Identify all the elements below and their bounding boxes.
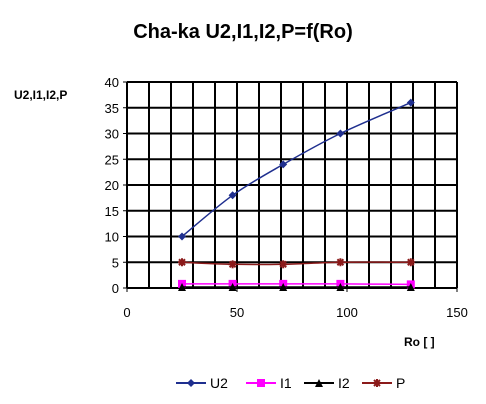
series-u2-point — [279, 160, 288, 169]
series-i1-line — [181, 283, 411, 286]
marker-stroke — [178, 258, 186, 266]
marker-stroke — [373, 379, 381, 387]
x-tick-label: 100 — [336, 305, 358, 320]
legend-i2-marker — [315, 379, 323, 387]
y-tick-label: 10 — [105, 230, 119, 245]
series-u2-line — [181, 101, 412, 238]
series-i2-point — [178, 282, 186, 291]
x-tick-label: 150 — [446, 305, 468, 320]
y-tick-label: 35 — [105, 101, 119, 116]
legend-item-i1: I1 — [246, 375, 292, 391]
marker-stroke — [336, 258, 345, 266]
series-u2 — [178, 98, 415, 241]
x-tick-label: 50 — [230, 305, 244, 320]
legend-i1-label: I1 — [280, 375, 292, 391]
marker-stroke — [228, 260, 237, 269]
y-axis-title: U2,I1,I2,P — [14, 88, 67, 102]
tick-labels: 0 5 10 15 20 25 30 35 40 0 50 100 150 — [105, 75, 468, 320]
x-tick-label: 0 — [123, 305, 130, 320]
series-p-point — [279, 260, 288, 269]
series-p-point — [228, 260, 237, 269]
series-i2-point — [228, 282, 237, 291]
chart-title: Cha-ka U2,I1,I2,P=f(Ro) — [133, 21, 353, 43]
grid — [126, 81, 458, 289]
legend-u2-label: U2 — [210, 375, 228, 391]
y-tick-label: 5 — [112, 255, 119, 270]
series-i2-point — [406, 282, 415, 291]
series-p — [178, 258, 415, 269]
y-tick-label: 30 — [105, 127, 119, 142]
series-i2 — [178, 282, 415, 291]
series-u2-point — [336, 129, 345, 138]
series-i2-point — [279, 282, 288, 291]
legend-i2-label: I2 — [338, 375, 350, 391]
y-tick-label: 40 — [105, 75, 119, 90]
series-p-point — [336, 258, 345, 267]
legend-item-u2: U2 — [176, 375, 228, 391]
series-u2-point — [228, 191, 237, 200]
marker-stroke — [407, 258, 415, 266]
legend-item-p: P — [362, 375, 405, 391]
y-tick-label: 0 — [112, 281, 119, 296]
series-p-point — [178, 258, 186, 267]
series-u2-point — [178, 232, 186, 241]
axes — [123, 81, 458, 292]
legend: U2 I1 I2 P — [176, 375, 405, 391]
legend-item-i2: I2 — [304, 375, 350, 391]
y-tick-label: 20 — [105, 178, 119, 193]
legend-u2-marker — [187, 379, 195, 387]
series-i2-point — [336, 282, 345, 291]
y-tick-label: 15 — [105, 204, 119, 219]
series-u2-point — [406, 98, 415, 107]
legend-p-marker — [373, 379, 381, 387]
series-p-point — [406, 258, 415, 267]
marker-stroke — [279, 260, 287, 269]
y-tick-label: 25 — [105, 152, 119, 167]
legend-i1-marker — [257, 379, 265, 387]
x-axis-title: Ro [ ] — [404, 335, 435, 349]
series-group — [178, 98, 415, 291]
legend-p-label: P — [396, 375, 405, 391]
